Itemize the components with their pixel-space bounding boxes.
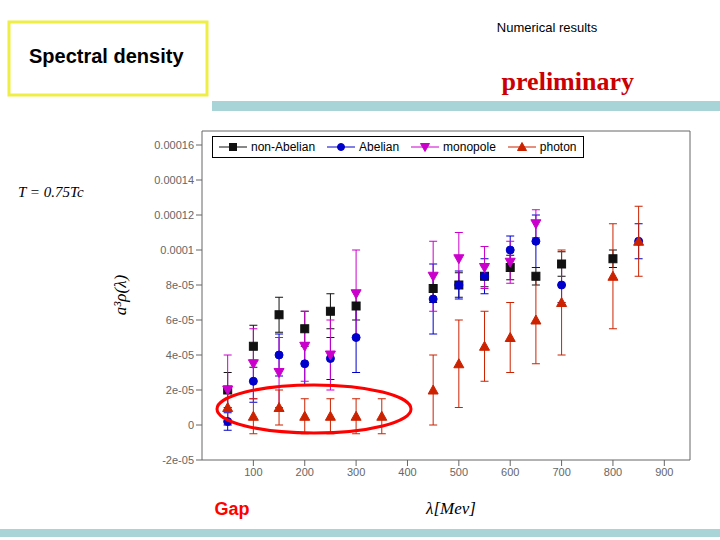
- svg-text:8e-05: 8e-05: [166, 279, 194, 291]
- svg-text:300: 300: [347, 466, 365, 478]
- svg-text:500: 500: [450, 466, 468, 478]
- svg-text:400: 400: [398, 466, 416, 478]
- svg-text:T = 0.75Tc: T = 0.75Tc: [18, 184, 84, 200]
- svg-text:λ[Mev]: λ[Mev]: [425, 499, 476, 518]
- svg-text:Spectral density: Spectral density: [29, 45, 184, 67]
- svg-text:Numerical results: Numerical results: [497, 20, 598, 35]
- svg-text:0.00016: 0.00016: [154, 139, 194, 151]
- svg-text:900: 900: [655, 466, 673, 478]
- svg-text:800: 800: [604, 466, 622, 478]
- svg-text:700: 700: [552, 466, 570, 478]
- svg-text:6e-05: 6e-05: [166, 314, 194, 326]
- html-text:monopole: monopole: [443, 140, 496, 154]
- svg-text:a³ρ(λ): a³ρ(λ): [111, 274, 130, 315]
- svg-text:0.00014: 0.00014: [154, 174, 194, 186]
- svg-text:-2e-05: -2e-05: [162, 454, 194, 466]
- svg-text:600: 600: [501, 466, 519, 478]
- svg-text:4e-05: 4e-05: [166, 349, 194, 361]
- svg-text:0: 0: [188, 419, 194, 431]
- svg-text:preliminary: preliminary: [502, 67, 634, 96]
- svg-text:0.0001: 0.0001: [160, 244, 194, 256]
- svg-text:0.00012: 0.00012: [154, 209, 194, 221]
- html-text:non-Abelian: non-Abelian: [251, 140, 316, 154]
- svg-text:Gap: Gap: [214, 499, 249, 519]
- html-text:Abelian: Abelian: [359, 140, 400, 154]
- svg-text:100: 100: [244, 466, 262, 478]
- html-text:photon: photon: [539, 140, 577, 154]
- svg-text:2e-05: 2e-05: [166, 384, 194, 396]
- svg-text:200: 200: [296, 466, 314, 478]
